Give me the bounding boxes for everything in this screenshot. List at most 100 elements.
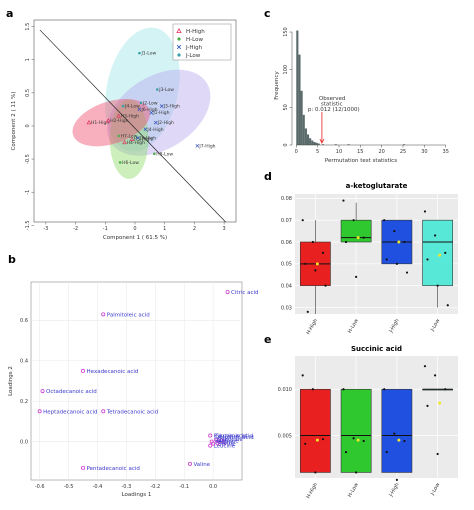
score-point-label: H4-High (127, 140, 145, 146)
mean-point (356, 438, 360, 442)
data-point (403, 439, 406, 443)
score-point (129, 136, 135, 141)
x-tick-label: -0.5 (64, 484, 74, 490)
data-point (383, 219, 386, 222)
x-tick-label: H-Low (347, 318, 360, 334)
mean-point (315, 438, 319, 442)
histogram-bar (298, 54, 301, 145)
score-point-label: J5-High (139, 135, 156, 141)
loading-point-label: Citric acid (231, 290, 259, 296)
score-point (105, 118, 111, 123)
histogram-bar (302, 114, 305, 145)
legend-entry-label: H-High (186, 29, 205, 35)
y-tick-label: 0.04 (281, 283, 292, 289)
loading-point (222, 440, 227, 445)
x-tick-label: 25 (400, 149, 406, 155)
x-tick-label: -3 (43, 226, 48, 232)
x-tick-label: 0 (133, 226, 136, 232)
data-point (311, 388, 314, 391)
legend-entry-label: J-High (185, 45, 203, 51)
mean-point (356, 236, 360, 240)
score-point (121, 104, 125, 108)
score-point-label: J4-High (146, 127, 163, 133)
y-tick-label: 50 (283, 104, 289, 110)
data-point (383, 388, 386, 391)
box-h-high (299, 388, 331, 473)
data-point (342, 199, 345, 202)
loading-point (211, 441, 216, 446)
x-tick-label: -0.4 (93, 484, 103, 490)
score-point (136, 136, 140, 140)
x-tick-label: -0.6 (35, 484, 45, 490)
data-point (362, 236, 365, 239)
loading-point (81, 368, 86, 373)
data-point (304, 442, 307, 445)
panel-label-e: e (264, 333, 271, 346)
y-tick-label: 0.005 (278, 433, 292, 439)
loading-point (213, 437, 218, 442)
loading-point-label: Octadecanoic acid (46, 389, 97, 395)
score-point-label: J3-Low (158, 87, 174, 93)
histogram-bar (296, 30, 299, 145)
data-point (393, 432, 396, 435)
x-tick-label: H-High (305, 482, 319, 500)
data-point (314, 471, 317, 474)
loading-point (81, 465, 86, 470)
data-point (405, 271, 409, 274)
x-tick-label: 0.0 (209, 484, 217, 490)
data-point (385, 258, 388, 261)
data-point (311, 240, 314, 244)
loading-cluster-label: Proline (215, 440, 234, 446)
x-tick-label: 0 (295, 149, 298, 155)
score-point-label: J7-High (198, 143, 215, 149)
loading-cluster-label: Alanine (218, 438, 239, 444)
y-axis-label: Frequency (274, 71, 280, 100)
score-point-label: J4-Low (124, 104, 140, 110)
histogram-bar (347, 144, 350, 145)
score-point (117, 134, 120, 138)
data-point (304, 262, 307, 265)
y-tick-label: 0.4 (20, 359, 28, 365)
score-point-label: H2-High (110, 118, 128, 124)
loading-point-label: Hexadecanoic acid (87, 369, 139, 375)
panel-label-b: b (8, 253, 16, 266)
data-point (444, 251, 447, 255)
loading-cluster-label: Glutamic acid (215, 434, 253, 440)
y-tick-label: -1 (25, 190, 31, 195)
x-tick-label: 1 (163, 226, 166, 232)
y-tick-label: 0.5 (25, 89, 31, 97)
data-point (385, 451, 388, 454)
data-point (403, 240, 406, 244)
x-tick-label: 35 (443, 149, 449, 155)
panel-e-succinic-boxplot: 0.005 0.010 Succinic acid H-High H-Low J-High… (278, 345, 458, 500)
loading-point (215, 441, 220, 446)
loading-point (225, 290, 230, 295)
data-point (446, 304, 449, 307)
y-tick-label: 0.03 (281, 305, 292, 311)
data-point (352, 437, 355, 440)
legend-marker (177, 37, 181, 41)
plot-frame (30, 281, 243, 481)
mean-point (438, 253, 442, 257)
x-axis-label: Loadings 1 (122, 492, 152, 498)
x-tick-label: 20 (378, 149, 384, 155)
score-point-label: H8-Low (156, 151, 173, 157)
score-point (149, 110, 154, 115)
histogram-bar (321, 144, 325, 145)
mean-point (438, 401, 442, 405)
data-point (324, 284, 327, 287)
y-tick-label: -1.5 (25, 220, 31, 230)
x-tick-label: 2 (193, 226, 196, 232)
histogram-bar (403, 144, 406, 145)
score-point-label: J2-Low (142, 100, 158, 106)
score-point-label: J2-High (157, 120, 174, 126)
histogram-bar (315, 142, 318, 145)
legend-box (172, 23, 232, 61)
histogram-bar (317, 143, 320, 145)
x-tick-label: -1 (103, 226, 108, 232)
score-point (86, 120, 92, 125)
loading-point (40, 389, 45, 394)
x-tick-label: 15 (357, 149, 363, 155)
y-tick-label: 1.5 (25, 23, 31, 31)
